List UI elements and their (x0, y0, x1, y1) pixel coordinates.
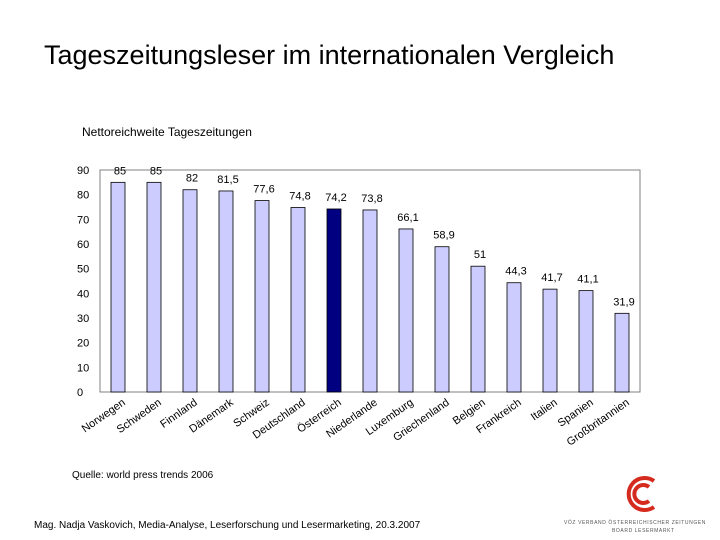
value-label: 41,1 (577, 274, 598, 286)
y-tick-label: 60 (77, 239, 89, 251)
logo-text-line1: VÖZ VERBAND ÖSTERREICHISCHER ZEITUNGEN (564, 520, 706, 526)
bar-schweiz (254, 200, 270, 393)
value-label: 74,2 (325, 192, 346, 204)
logo-arc-outer (626, 476, 656, 512)
logo-arc-inner (632, 483, 651, 505)
bar-finnland (182, 189, 198, 393)
bar-luxemburg (398, 228, 414, 393)
bar-griechenland (434, 246, 450, 393)
value-label: 77,6 (253, 184, 274, 196)
bar-niederlande (362, 209, 378, 393)
source-note: Quelle: world press trends 2006 (72, 470, 214, 481)
y-tick-label: 30 (77, 313, 89, 325)
y-tick-label: 50 (77, 264, 89, 276)
voez-logo: VÖZ VERBAND ÖSTERREICHISCHER ZEITUNGEN B… (560, 472, 720, 540)
footer-text: Mag. Nadja Vaskovich, Media-Analyse, Les… (34, 520, 421, 531)
y-tick-label: 80 (77, 190, 89, 202)
voez-logo-mark (626, 476, 656, 512)
bars (110, 181, 630, 393)
y-axis-ticks: 0 10 20 30 40 50 60 70 80 90 (77, 165, 89, 399)
category-label: Großbritannien (565, 397, 632, 449)
y-tick-label: 0 (77, 387, 83, 399)
value-label: 81,5 (217, 174, 238, 186)
value-label: 44,3 (505, 266, 526, 278)
logo-text-line2: BOARD LESERMARKT (612, 528, 675, 534)
value-label: 74,8 (289, 190, 310, 202)
value-labels: 85 85 82 81,5 77,6 74,8 74,2 73,8 66,1 58,9 51 44,3… (114, 165, 635, 308)
value-label: 51 (474, 249, 486, 261)
y-tick-label: 10 (77, 362, 89, 374)
y-tick-label: 70 (77, 214, 89, 226)
chart-title: Nettoreichweite Tageszeitungen (82, 125, 252, 139)
bar-frankreich (506, 282, 522, 393)
category-labels: NorwegenSchwedenFinnlandDänemarkSchweizD… (80, 396, 632, 448)
bar-italien (542, 288, 558, 393)
bar-schweden (146, 181, 162, 393)
value-label: 41,7 (541, 272, 562, 284)
value-label: 66,1 (397, 212, 418, 224)
value-label: 85 (114, 165, 126, 177)
bar-deutschland (290, 207, 306, 393)
y-tick-label: 40 (77, 288, 89, 300)
value-label: 58,9 (433, 230, 454, 242)
bar-norwegen (110, 181, 126, 393)
y-tick-label: 20 (77, 338, 89, 350)
bar-österreich (326, 208, 342, 393)
bar-belgien (470, 265, 486, 393)
slide-title: Tageszeitungsleser im internationalen Ve… (44, 40, 615, 70)
value-label: 85 (150, 165, 162, 177)
bar-großbritannien (614, 312, 630, 393)
y-tick-label: 90 (77, 165, 89, 177)
value-label: 73,8 (361, 193, 382, 205)
bar-dänemark (218, 190, 234, 393)
bar-spanien (578, 290, 594, 393)
value-label: 82 (186, 173, 198, 185)
value-label: 31,9 (613, 296, 634, 308)
